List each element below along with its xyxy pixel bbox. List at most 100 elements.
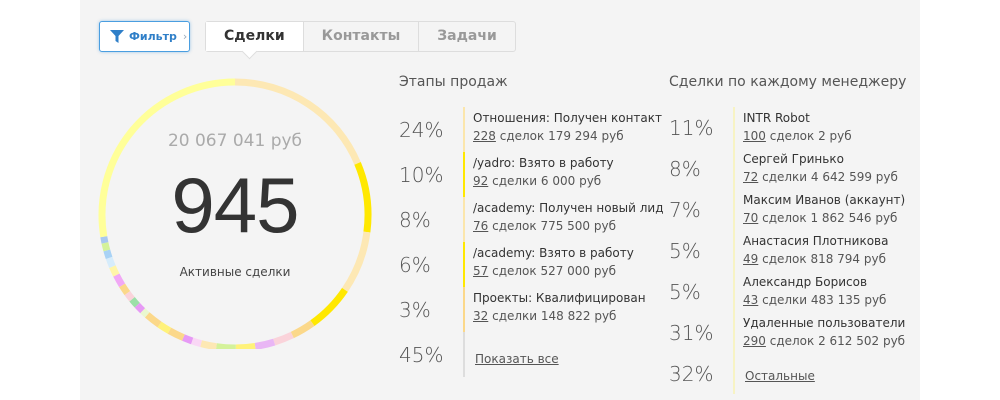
funnel-icon	[110, 30, 124, 43]
ring-segment	[98, 78, 236, 238]
manager-info: Александр Борисов 43 сделки 483 135 руб	[733, 271, 886, 312]
ring-segment	[254, 338, 276, 349]
stage-count-link[interactable]: 228	[473, 129, 496, 143]
stage-row: 3% Проекты: Квалифицирован 32 сделки 148…	[399, 287, 664, 332]
stage-info: /academy: Взято в работу 57 сделок 527 0…	[463, 242, 634, 287]
chevron-right-icon: ›	[182, 30, 188, 43]
manager-count-link[interactable]: 70	[743, 211, 759, 225]
ring-segment	[105, 256, 116, 268]
total-amount: 20 067 041 руб	[167, 131, 303, 151]
stage-count-link[interactable]: 32	[473, 309, 489, 323]
ring-segment	[144, 312, 162, 328]
stage-rest-row: 45% Показать все	[399, 332, 664, 377]
ring-segment	[190, 337, 202, 347]
manager-percent: 8%	[669, 157, 701, 181]
manager-summary: сделок 2 612 502 руб	[765, 334, 906, 348]
manager-summary: сделок 818 794 руб	[758, 252, 887, 266]
stage-percent: 6%	[399, 253, 431, 277]
stage-percent: 3%	[399, 298, 431, 322]
manager-info: Анастасия Плотникова 49 сделок 818 794 р…	[733, 230, 888, 271]
manager-name: INTR Robot	[743, 111, 810, 125]
ring-segment	[290, 320, 315, 339]
manager-info: Сергей Гринько 72 сделки 4 642 599 руб	[733, 148, 898, 189]
stage-row: 8% /academy: Получен новый лид 76 сделок…	[399, 197, 664, 242]
manager-row: 5% Александр Борисов 43 сделки 483 135 р…	[669, 271, 906, 312]
manager-percent: 11%	[669, 116, 714, 140]
dashboard-panel	[80, 0, 920, 400]
stage-name: /yadro: Взято в работу	[473, 156, 614, 170]
others-link[interactable]: Остальные	[745, 369, 815, 383]
manager-percent: 31%	[669, 321, 714, 345]
ring-segment	[342, 231, 371, 292]
manager-count-link[interactable]: 100	[743, 129, 766, 143]
manager-name: Александр Борисов	[743, 275, 868, 289]
stage-info: /yadro: Взято в работу 92 сделки 6 000 р…	[463, 152, 614, 197]
active-deals-caption: Активные сделки	[179, 265, 291, 279]
stage-percent: 8%	[399, 208, 431, 232]
manager-row: 11% INTR Robot 100 сделок 2 руб	[669, 107, 906, 148]
deals-ring-chart	[98, 78, 372, 349]
ring-segment	[167, 327, 185, 341]
ring-segment	[354, 162, 372, 233]
stage-percent: 10%	[399, 163, 444, 187]
filter-label: Фильтр	[129, 30, 177, 43]
ring-segment	[109, 265, 120, 277]
tab-deals[interactable]: Сделки	[206, 22, 303, 51]
stage-summary: сделок 179 294 руб	[495, 129, 624, 143]
stage-count-link[interactable]: 57	[473, 264, 489, 278]
manager-summary: сделки 483 135 руб	[758, 293, 887, 307]
manager-row: 5% Анастасия Плотникова 49 сделок 818 79…	[669, 230, 906, 271]
ring-segment	[101, 242, 111, 252]
manager-row: 8% Сергей Гринько 72 сделки 4 642 599 ру…	[669, 148, 906, 189]
stage-info: Отношения: Получен контакт 228 сделок 17…	[463, 107, 662, 152]
manager-percent: 7%	[669, 198, 701, 222]
manager-row: 31% Удаленные пользователи 290 сделок 2 …	[669, 312, 906, 353]
manager-name: Максим Иванов (аккаунт)	[743, 193, 906, 207]
manager-name: Удаленные пользователи	[743, 316, 906, 330]
stage-row: 6% /academy: Взято в работу 57 сделок 52…	[399, 242, 664, 287]
manager-count-link[interactable]: 290	[743, 334, 766, 348]
manager-name: Сергей Гринько	[743, 152, 844, 166]
stage-summary: сделки 148 822 руб	[488, 309, 617, 323]
ring-segment	[200, 340, 217, 349]
stage-count-link[interactable]: 76	[473, 219, 489, 233]
stage-name: Отношения: Получен контакт	[473, 111, 662, 125]
manager-info: Максим Иванов (аккаунт) 70 сделок 1 862 …	[733, 189, 905, 230]
stage-summary: сделок 775 500 руб	[488, 219, 617, 233]
manager-rest-percent: 32%	[669, 362, 714, 386]
filter-button[interactable]: Фильтр ›	[99, 21, 190, 52]
sales-stages-title: Этапы продаж	[399, 74, 508, 90]
manager-count-link[interactable]: 49	[743, 252, 759, 266]
sales-stages: Этапы продаж 24% Отношения: Получен конт…	[399, 74, 664, 377]
stage-name: /academy: Взято в работу	[473, 246, 634, 260]
manager-summary: сделки 4 642 599 руб	[758, 170, 898, 184]
tabs: Сделки Контакты Задачи	[205, 21, 516, 52]
tab-tasks[interactable]: Задачи	[418, 22, 515, 51]
ring-segment	[100, 236, 109, 244]
tab-contacts[interactable]: Контакты	[302, 22, 419, 51]
manager-info: Удаленные пользователи 290 сделок 2 612 …	[733, 312, 905, 353]
stage-summary: сделок 527 000 руб	[488, 264, 617, 278]
manager-count-link[interactable]: 43	[743, 293, 759, 307]
stage-row: 10% /yadro: Взято в работу 92 сделки 6 0…	[399, 152, 664, 197]
ring-segment	[216, 343, 236, 349]
ring-segment	[134, 302, 146, 314]
stage-count-link[interactable]: 92	[473, 174, 489, 188]
ring-segment	[182, 334, 194, 345]
stage-info: Проекты: Квалифицирован 32 сделки 148 82…	[463, 287, 646, 332]
stage-percent: 24%	[399, 118, 444, 142]
ring-segment	[103, 249, 113, 260]
stage-name: /academy: Получен новый лид	[473, 201, 664, 215]
managers-title: Сделки по каждому менеджеру	[669, 74, 907, 90]
stage-name: Проекты: Квалифицирован	[473, 291, 646, 305]
manager-percent: 5%	[669, 239, 701, 263]
manager-rest-row: 32% Остальные	[669, 353, 906, 394]
stage-rest-percent: 45%	[399, 343, 444, 367]
show-all-link[interactable]: Показать все	[475, 352, 559, 366]
manager-count-link[interactable]: 72	[743, 170, 759, 184]
stage-row: 24% Отношения: Получен контакт 228 сдело…	[399, 107, 664, 152]
manager-name: Анастасия Плотникова	[743, 234, 889, 248]
ring-segment	[235, 342, 256, 349]
ring-segment	[129, 296, 140, 308]
ring-segment	[124, 290, 135, 302]
